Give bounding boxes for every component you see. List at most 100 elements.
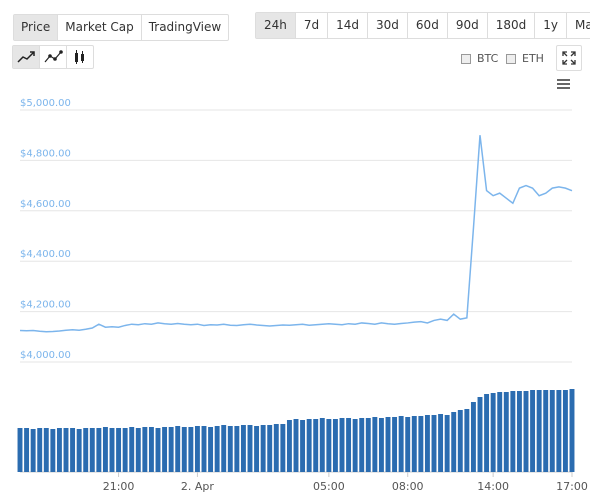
volume-bar xyxy=(181,427,187,472)
volume-bar xyxy=(122,428,128,472)
volume-bar xyxy=(227,426,233,472)
y-tick-label: $5,000.00 xyxy=(20,98,71,109)
volume-bar xyxy=(247,425,253,472)
x-tick-label: 14:00 xyxy=(477,480,509,493)
x-tick-label: 2. Apr xyxy=(181,480,214,493)
x-tick-label: 05:00 xyxy=(313,480,345,493)
volume-bar xyxy=(484,394,490,472)
volume-bar xyxy=(549,390,555,472)
fullscreen-button[interactable] xyxy=(556,45,582,71)
volume-bar xyxy=(418,416,424,472)
volume-bar xyxy=(398,416,404,472)
volume-bar xyxy=(273,424,279,472)
icon xyxy=(17,51,35,63)
range-button[interactable]: 90d xyxy=(448,13,488,38)
volume-bar xyxy=(444,415,450,472)
y-tick-label: $4,800.00 xyxy=(20,148,71,159)
volume-bar xyxy=(214,426,220,472)
volume-bar xyxy=(30,429,36,472)
volume-bar xyxy=(43,428,49,472)
volume-bar xyxy=(155,428,161,472)
volume-bar xyxy=(359,418,365,472)
range-button[interactable]: 24h xyxy=(256,13,296,38)
volume-bar xyxy=(352,419,358,472)
line-icon[interactable] xyxy=(13,46,40,68)
compare-toggle[interactable]: ETH xyxy=(506,52,544,65)
price-line xyxy=(19,135,573,333)
volume-bar xyxy=(326,419,332,472)
volume-bar xyxy=(188,427,194,472)
volume-bar xyxy=(490,393,496,472)
x-tick-label: 17:00 xyxy=(556,480,588,493)
volume-bar xyxy=(142,427,148,472)
range-button[interactable]: 1y xyxy=(535,13,567,38)
compare-label: BTC xyxy=(477,52,499,65)
y-tick-label: $4,600.00 xyxy=(20,199,71,210)
tab[interactable]: TradingView xyxy=(148,20,222,34)
volume-bar xyxy=(201,426,207,472)
volume-bar xyxy=(451,412,457,472)
candle-icon[interactable] xyxy=(67,46,93,68)
checkbox[interactable] xyxy=(506,53,516,64)
volume-bar xyxy=(339,418,345,472)
volume-bar xyxy=(148,427,154,472)
volume-bar xyxy=(477,397,483,472)
volume-bar xyxy=(129,427,135,472)
volume-bar xyxy=(543,390,549,472)
volume-bar xyxy=(457,410,463,472)
volume-bar xyxy=(63,428,69,472)
volume-bar xyxy=(254,426,260,472)
volume-bar xyxy=(378,418,384,472)
range-button[interactable]: Max xyxy=(574,18,590,32)
volume-bar xyxy=(516,391,522,472)
volume-bar xyxy=(497,392,503,472)
compare-toggle[interactable]: BTC xyxy=(461,52,498,65)
point-line-icon[interactable] xyxy=(40,46,67,68)
volume-bar xyxy=(569,389,575,472)
volume-bar xyxy=(332,419,338,472)
volume-bar xyxy=(96,428,102,472)
y-tick-label: $4,400.00 xyxy=(20,249,71,260)
volume-bar xyxy=(464,409,470,472)
volume-bar xyxy=(556,390,562,472)
volume-bar xyxy=(319,418,325,472)
icon xyxy=(562,51,576,65)
volume-bar xyxy=(76,429,82,472)
range-button[interactable]: 180d xyxy=(488,13,536,38)
volume-bar xyxy=(175,426,181,472)
volume-bar xyxy=(503,392,509,472)
volume-bar xyxy=(280,424,286,472)
range-button[interactable]: 7d xyxy=(296,13,329,38)
volume-bar xyxy=(313,419,319,472)
volume-bar xyxy=(530,390,536,472)
volume-bar xyxy=(234,426,240,472)
icon xyxy=(75,50,84,64)
volume-bar xyxy=(523,391,529,472)
volume-bar xyxy=(431,415,437,472)
volume-bar xyxy=(346,418,352,472)
volume-bar xyxy=(293,419,299,472)
menu-button[interactable] xyxy=(557,79,570,89)
tab[interactable]: Market Cap xyxy=(58,15,142,40)
volume-bar xyxy=(562,390,568,472)
volume-bar xyxy=(56,428,62,472)
range-button[interactable]: 14d xyxy=(328,13,369,38)
checkbox[interactable] xyxy=(461,53,471,64)
y-tick-label: $4,200.00 xyxy=(20,300,71,311)
icon xyxy=(44,50,63,63)
volume-bar xyxy=(372,417,378,472)
volume-bar xyxy=(424,415,430,472)
volume-bar xyxy=(536,390,542,472)
volume-bar xyxy=(267,425,273,472)
range-button[interactable]: 30d xyxy=(368,13,408,38)
volume-bar xyxy=(510,391,516,472)
volume-bar xyxy=(260,425,266,472)
volume-bar xyxy=(208,427,214,472)
tab[interactable]: Price xyxy=(14,15,59,40)
x-tick-label: 21:00 xyxy=(103,480,135,493)
range-button[interactable]: 60d xyxy=(408,13,448,38)
volume-bar xyxy=(194,426,200,472)
volume-bar xyxy=(89,428,95,472)
volume-bar xyxy=(17,428,23,472)
